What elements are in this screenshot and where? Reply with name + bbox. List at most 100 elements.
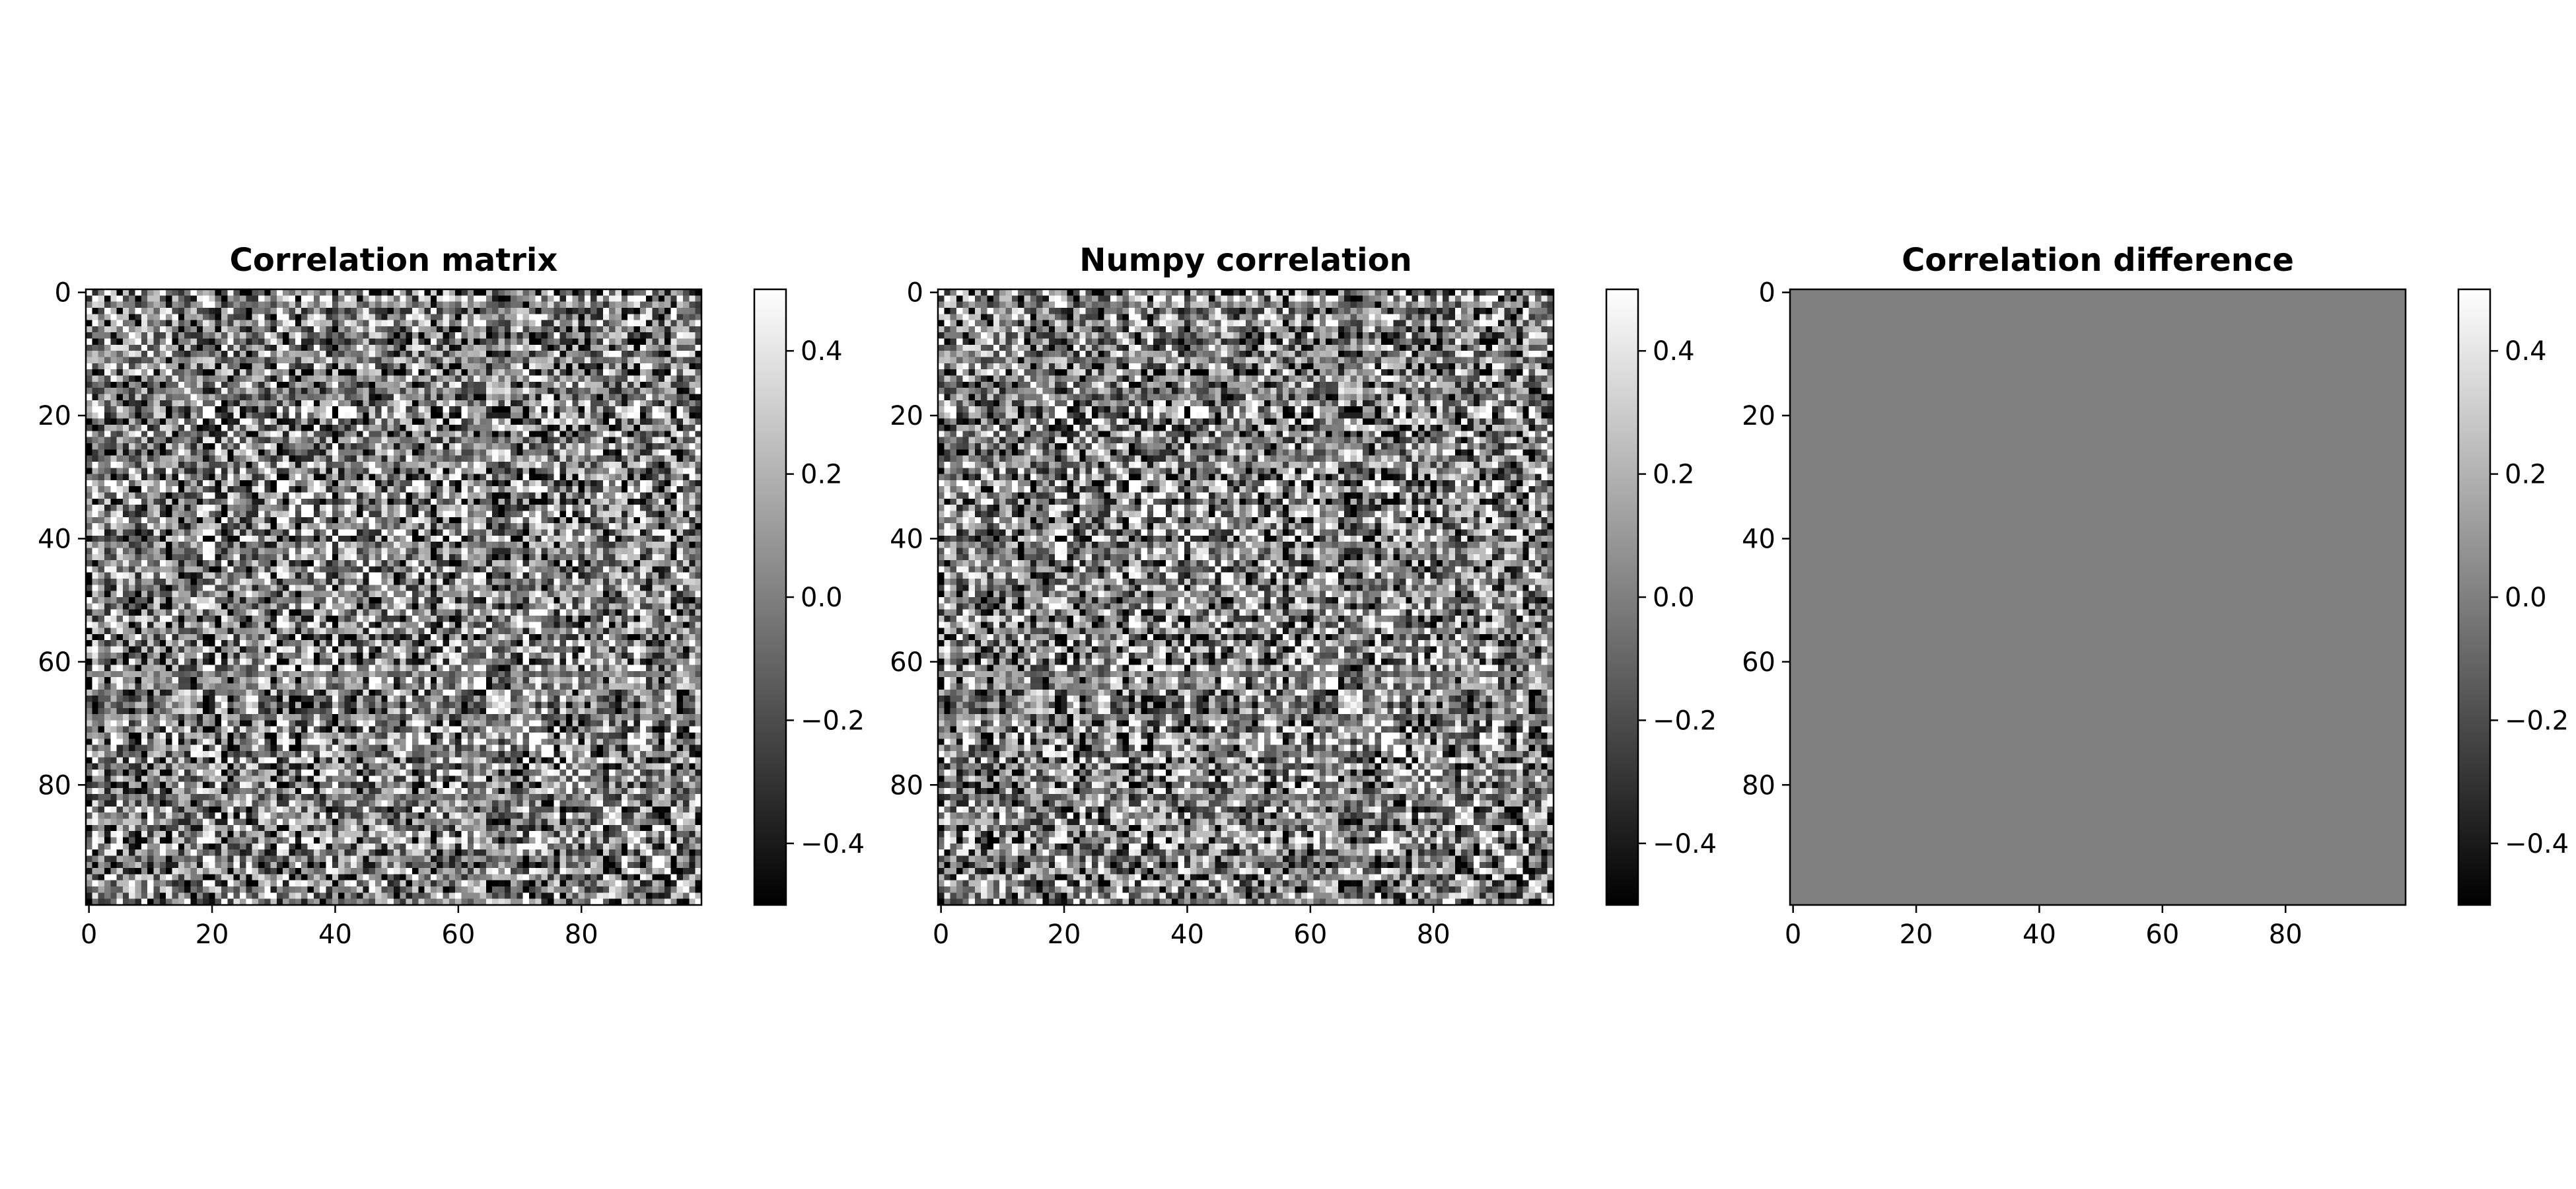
heatmap-cell: [221, 498, 228, 505]
heatmap-cell: [307, 560, 314, 567]
heatmap-cell: [529, 394, 536, 401]
heatmap-cell: [554, 400, 561, 407]
heatmap-cell: [498, 535, 505, 542]
heatmap-cell: [492, 492, 499, 499]
heatmap-cell: [676, 474, 684, 481]
heatmap-cell: [350, 455, 357, 462]
heatmap-cell: [609, 566, 616, 573]
heatmap-cell: [474, 289, 481, 296]
heatmap-cell: [511, 566, 517, 573]
heatmap-cell: [658, 449, 665, 456]
heatmap-cell: [196, 566, 203, 573]
heatmap-cell: [295, 307, 302, 314]
heatmap-cell: [639, 394, 647, 401]
heatmap-cells: [86, 289, 702, 906]
heatmap-cell: [98, 394, 105, 401]
heatmap-cell: [467, 486, 474, 493]
heatmap-cell: [92, 437, 99, 444]
heatmap-cell: [467, 351, 474, 358]
heatmap-cell: [295, 492, 302, 499]
heatmap-cell: [190, 461, 197, 468]
heatmap-cell: [443, 455, 450, 462]
heatmap-cell: [141, 449, 148, 456]
heatmap-cell: [448, 388, 456, 395]
heatmap-cell: [326, 326, 333, 333]
heatmap-cell: [615, 301, 622, 308]
heatmap-cell: [584, 406, 591, 413]
heatmap-cell: [554, 307, 561, 314]
heatmap-cell: [344, 498, 351, 505]
heatmap-cell: [511, 344, 517, 351]
heatmap-cell: [270, 295, 277, 303]
heatmap-cell: [283, 535, 290, 542]
heatmap-cell: [215, 332, 222, 340]
heatmap-cell: [215, 431, 222, 438]
heatmap-cell: [350, 523, 357, 530]
heatmap-cell: [129, 332, 136, 340]
heatmap-cell: [375, 332, 382, 340]
heatmap-cell: [578, 474, 585, 481]
heatmap-cell: [270, 406, 277, 413]
heatmap-cell: [276, 425, 283, 431]
heatmap-cell: [381, 357, 388, 364]
heatmap-cell: [338, 301, 345, 308]
heatmap-cell: [554, 437, 561, 444]
heatmap-cell: [535, 523, 542, 530]
heatmap-cell: [369, 394, 376, 401]
heatmap-cell: [676, 455, 684, 462]
heatmap-cell: [178, 394, 185, 401]
heatmap-cell: [511, 474, 517, 481]
heatmap-cell: [381, 351, 388, 358]
heatmap-cell: [394, 412, 400, 419]
heatmap-cell: [430, 560, 437, 567]
heatmap-cell: [480, 572, 487, 579]
heatmap-cell: [689, 357, 696, 364]
heatmap-cell: [375, 307, 382, 314]
heatmap-cell: [664, 301, 671, 308]
heatmap-cell: [350, 505, 357, 512]
heatmap-cell: [381, 474, 388, 481]
heatmap-cell: [676, 449, 684, 456]
heatmap-cell: [252, 320, 259, 327]
heatmap-cell: [400, 554, 407, 561]
heatmap-cell: [578, 554, 585, 561]
heatmap-cell: [122, 560, 129, 567]
heatmap-cell: [135, 375, 142, 382]
heatmap-cell: [548, 572, 554, 579]
heatmap-cell: [252, 474, 259, 481]
heatmap-cell: [602, 412, 610, 419]
heatmap-cell: [448, 295, 456, 303]
heatmap-cell: [455, 591, 462, 598]
heatmap-cell: [338, 357, 345, 364]
heatmap-cell: [504, 425, 511, 431]
heatmap-cell: [301, 338, 308, 345]
heatmap-cell: [511, 591, 517, 598]
heatmap-cell: [283, 369, 290, 377]
heatmap-cell: [104, 388, 111, 395]
heatmap-cell: [609, 461, 616, 468]
heatmap-cell: [590, 498, 598, 505]
heatmap-cell: [227, 535, 234, 542]
heatmap-cell: [110, 511, 118, 518]
heatmap-cell: [344, 474, 351, 481]
heatmap-cell: [406, 388, 413, 395]
heatmap-cell: [394, 400, 400, 407]
heatmap-cell: [529, 505, 536, 512]
heatmap-cell: [584, 566, 591, 573]
heatmap-cell: [455, 381, 462, 388]
heatmap-cell: [363, 425, 370, 431]
heatmap-cell: [602, 326, 610, 333]
heatmap-cell: [215, 468, 222, 475]
heatmap-cell: [184, 572, 192, 579]
heatmap-cell: [135, 443, 142, 450]
heatmap-cell: [166, 338, 173, 345]
heatmap-cell: [129, 566, 136, 573]
heatmap-cell: [517, 511, 524, 518]
heatmap-cell: [203, 443, 209, 450]
heatmap-cell: [565, 468, 573, 475]
heatmap-cell: [467, 320, 474, 327]
heatmap-cell: [695, 548, 702, 555]
heatmap-cell: [159, 443, 166, 450]
heatmap-cell: [240, 431, 246, 438]
heatmap-cell: [602, 406, 610, 413]
